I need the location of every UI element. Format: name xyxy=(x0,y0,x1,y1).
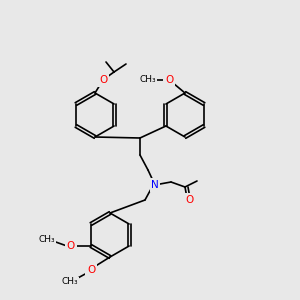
Text: CH₃: CH₃ xyxy=(62,278,78,286)
Text: N: N xyxy=(151,180,159,190)
Text: CH₃: CH₃ xyxy=(140,76,156,85)
Text: O: O xyxy=(87,265,95,275)
Text: O: O xyxy=(67,241,75,251)
Text: O: O xyxy=(165,75,173,85)
Text: O: O xyxy=(185,195,193,205)
Text: CH₃: CH₃ xyxy=(39,235,55,244)
Text: O: O xyxy=(99,75,107,85)
